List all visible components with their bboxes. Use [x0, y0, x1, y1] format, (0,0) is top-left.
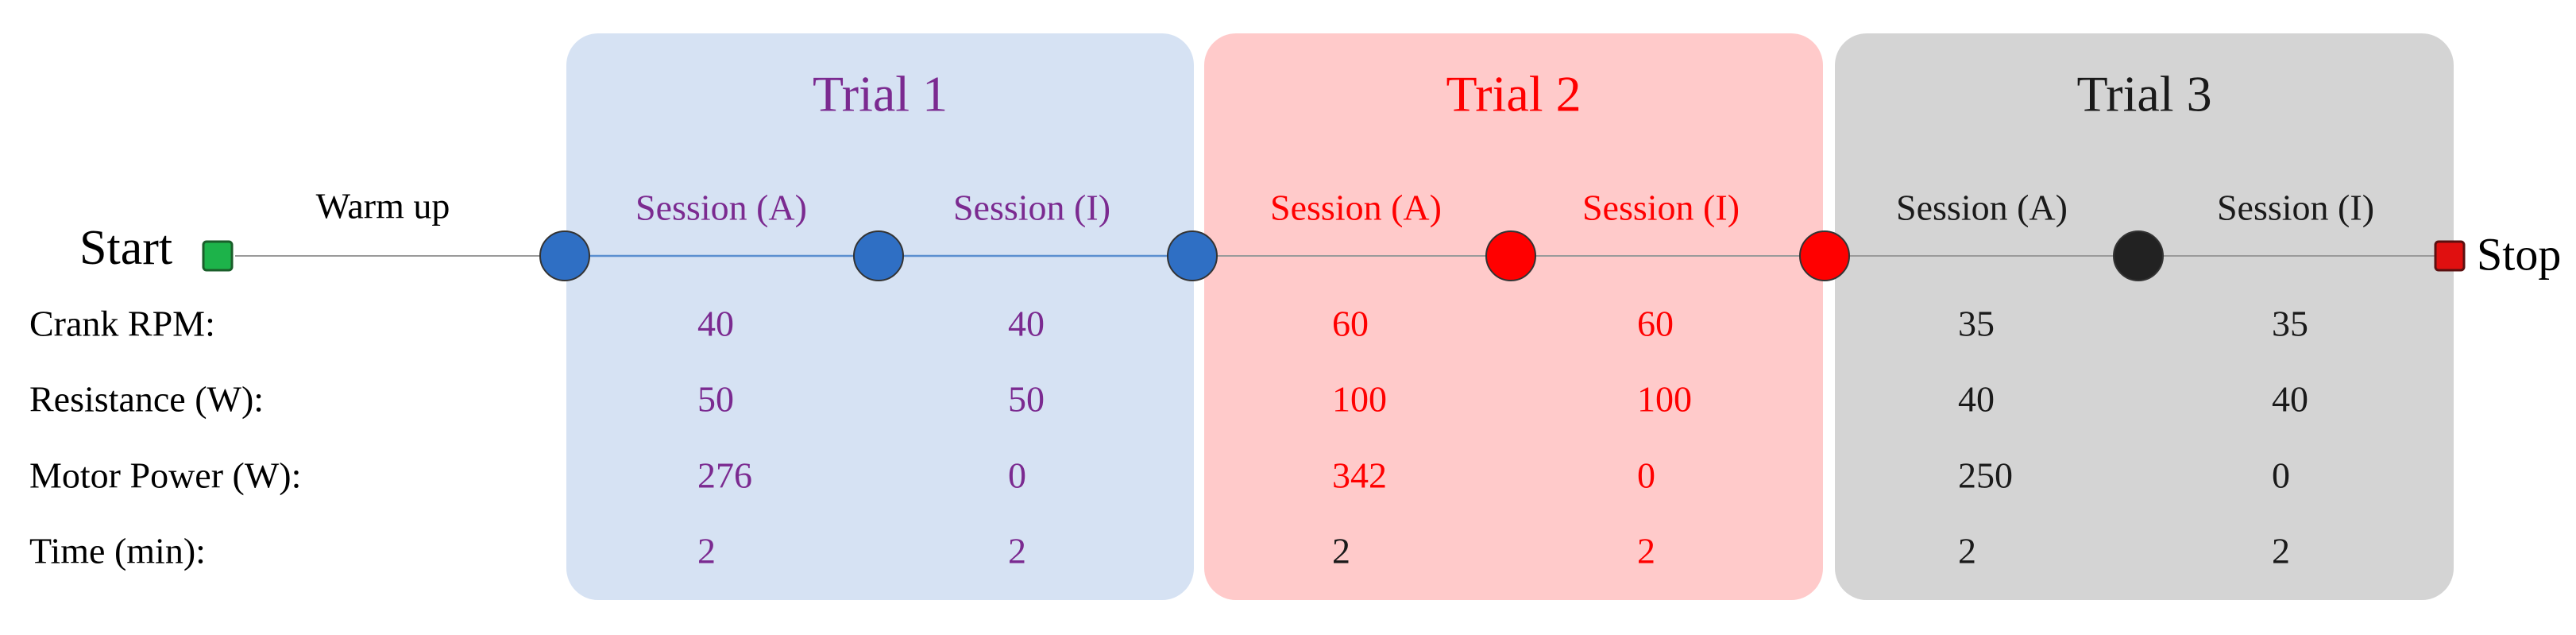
cell-value: 40 — [1958, 379, 1995, 420]
trial-box — [1204, 33, 1823, 600]
cell-value: 2 — [1958, 531, 1976, 571]
cell-value: 0 — [1637, 455, 1655, 496]
trial-title: Trial 3 — [2076, 66, 2211, 122]
session-label: Session (I) — [2217, 188, 2374, 228]
cell-value: 276 — [697, 455, 752, 496]
stop-marker — [2434, 240, 2466, 272]
cell-value: 100 — [1332, 379, 1387, 420]
session-label: Session (I) — [953, 188, 1110, 228]
cell-value: 50 — [697, 379, 734, 420]
start-marker — [202, 240, 234, 272]
stop-label: Stop — [2477, 228, 2561, 280]
trial-box — [566, 33, 1194, 600]
cell-value: 2 — [697, 531, 716, 571]
cell-value: 0 — [1008, 455, 1026, 496]
session-label: Session (A) — [1896, 188, 2068, 228]
row-label: Time (min): — [29, 531, 206, 571]
session-dot — [1799, 230, 1850, 281]
session-dot — [1485, 230, 1536, 281]
cell-value: 2 — [1332, 531, 1350, 571]
cell-value: 40 — [2272, 379, 2308, 420]
session-dot — [539, 230, 590, 281]
cell-value: 60 — [1637, 304, 1674, 344]
cell-value: 40 — [1008, 304, 1045, 344]
start-label: Start — [79, 221, 172, 275]
cell-value: 2 — [2272, 531, 2290, 571]
trial-title: Trial 1 — [813, 66, 948, 122]
row-label: Resistance (W): — [29, 379, 264, 420]
cell-value: 250 — [1958, 455, 2013, 496]
cell-value: 60 — [1332, 304, 1369, 344]
cell-value: 0 — [2272, 455, 2290, 496]
cell-value: 35 — [1958, 304, 1995, 344]
cell-value: 35 — [2272, 304, 2308, 344]
cell-value: 100 — [1637, 379, 1692, 420]
trial-box — [1835, 33, 2454, 600]
trial-title: Trial 2 — [1446, 66, 1581, 122]
session-dot — [1167, 230, 1218, 281]
session-label: Session (I) — [1582, 188, 1740, 228]
session-dot — [853, 230, 904, 281]
row-label: Motor Power (W): — [29, 455, 301, 496]
cell-value: 2 — [1008, 531, 1026, 571]
cell-value: 40 — [697, 304, 734, 344]
session-label: Session (A) — [1270, 188, 1442, 228]
session-label: Session (A) — [635, 188, 807, 228]
cell-value: 342 — [1332, 455, 1387, 496]
warm-up-label: Warm up — [316, 186, 450, 227]
session-dot — [2113, 230, 2164, 281]
row-label: Crank RPM: — [29, 304, 215, 344]
cell-value: 50 — [1008, 379, 1045, 420]
cell-value: 2 — [1637, 531, 1655, 571]
